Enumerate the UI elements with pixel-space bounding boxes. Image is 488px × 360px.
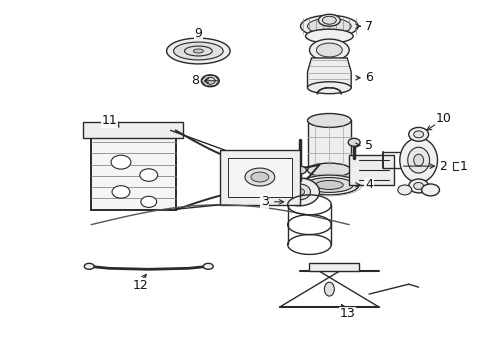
Ellipse shape (173, 42, 223, 60)
Text: 1: 1 (458, 159, 466, 172)
Ellipse shape (184, 46, 212, 56)
Bar (348, 155, 393, 185)
Ellipse shape (309, 39, 348, 61)
Text: 9: 9 (194, 27, 202, 40)
Ellipse shape (193, 49, 203, 53)
Ellipse shape (112, 186, 130, 198)
Ellipse shape (292, 166, 306, 174)
Text: 11: 11 (101, 114, 117, 127)
Ellipse shape (322, 16, 336, 24)
Ellipse shape (300, 15, 357, 37)
Ellipse shape (203, 264, 213, 269)
Ellipse shape (305, 177, 352, 192)
Text: 7: 7 (364, 20, 372, 33)
Ellipse shape (399, 138, 437, 183)
Ellipse shape (318, 14, 340, 26)
Ellipse shape (279, 178, 319, 206)
Ellipse shape (140, 169, 157, 181)
Ellipse shape (305, 29, 352, 43)
Ellipse shape (315, 180, 343, 189)
Ellipse shape (141, 196, 156, 207)
Ellipse shape (201, 75, 219, 87)
Ellipse shape (413, 154, 423, 166)
Polygon shape (307, 58, 350, 88)
Ellipse shape (408, 179, 427, 193)
Ellipse shape (316, 43, 342, 57)
Text: 10: 10 (435, 112, 450, 125)
Ellipse shape (421, 184, 439, 196)
Ellipse shape (307, 163, 350, 177)
Bar (309, 264, 358, 271)
Text: 2: 2 (439, 159, 447, 172)
Ellipse shape (294, 188, 304, 195)
Ellipse shape (347, 138, 359, 146)
Text: 4: 4 (365, 179, 372, 192)
Ellipse shape (397, 185, 411, 195)
Text: 3: 3 (261, 195, 268, 208)
Ellipse shape (413, 131, 423, 138)
Bar (83, 122, 183, 138)
Text: 12: 12 (133, 279, 148, 292)
Ellipse shape (413, 183, 423, 189)
Ellipse shape (250, 172, 268, 182)
Ellipse shape (307, 113, 350, 127)
Ellipse shape (288, 184, 310, 200)
Ellipse shape (84, 264, 94, 269)
Bar (91, 130, 175, 210)
Ellipse shape (299, 175, 358, 195)
Text: 6: 6 (365, 71, 372, 84)
Ellipse shape (166, 38, 230, 64)
Text: 13: 13 (339, 307, 354, 320)
Ellipse shape (324, 282, 334, 296)
Bar (228, 158, 291, 197)
Ellipse shape (307, 18, 350, 34)
Ellipse shape (307, 82, 350, 94)
Text: 8: 8 (191, 74, 199, 87)
Bar (220, 150, 299, 205)
Ellipse shape (111, 155, 131, 169)
Ellipse shape (408, 127, 427, 141)
Bar (307, 121, 350, 170)
Ellipse shape (407, 147, 428, 173)
Ellipse shape (205, 77, 215, 84)
Text: 5: 5 (364, 139, 372, 152)
Ellipse shape (244, 168, 274, 186)
